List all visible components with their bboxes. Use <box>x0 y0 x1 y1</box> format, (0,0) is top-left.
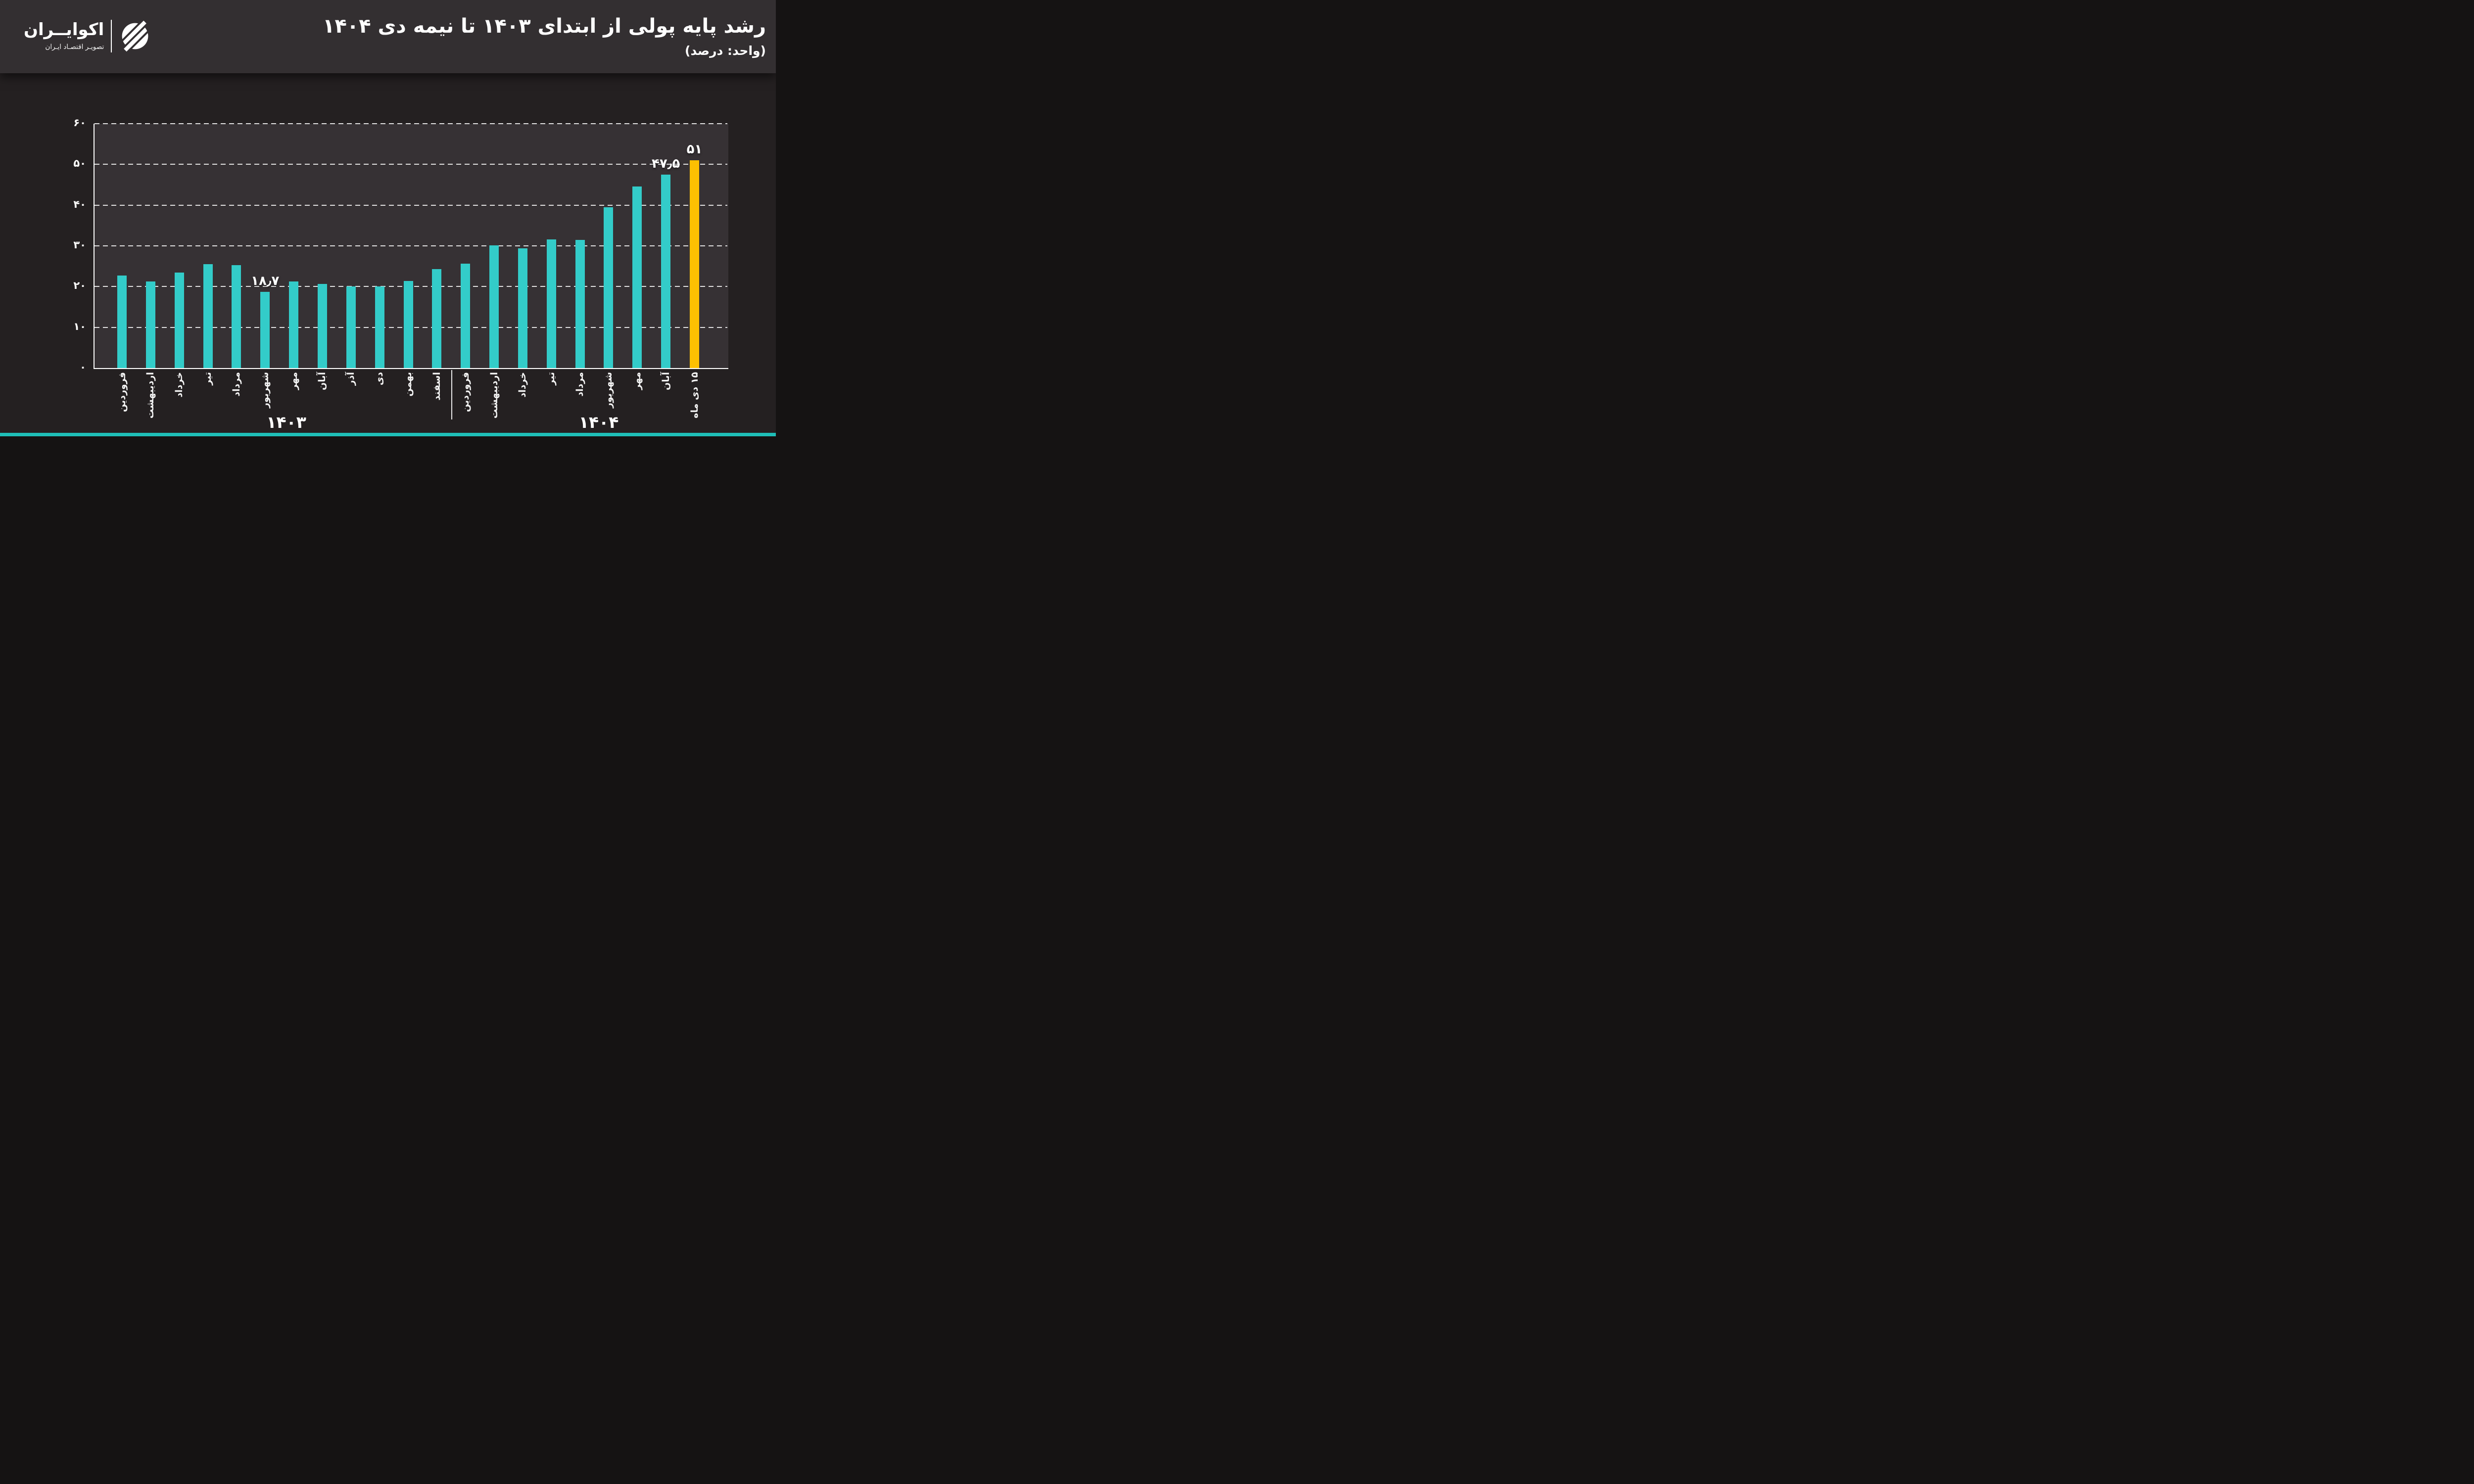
chart-title: رشد پایه پولی از ابتدای ۱۴۰۳ تا نیمه دی … <box>323 15 766 38</box>
x-tick-label-12-اسفند: اسفند <box>431 372 442 401</box>
bar-6-شهریور <box>260 292 270 368</box>
x-tick-label-13-فروردین: فروردین <box>460 372 471 412</box>
bar-4-تیر <box>203 264 213 368</box>
y-tick-label-40: ۴۰ <box>73 198 86 210</box>
chart-unit-subtitle: (واحد: درصد) <box>685 44 766 58</box>
x-tick-label-14-اردیبهشت: اردیبهشت <box>488 372 500 419</box>
bar-value-label-آبان: ۴۷٫۵ <box>651 156 680 171</box>
bar-value-label-۱۵ دی ماه: ۵۱ <box>686 142 703 157</box>
gridline-50 <box>95 164 727 165</box>
bar-9-آذر <box>346 286 356 368</box>
x-tick-label-11-بهمن: بهمن <box>403 372 414 397</box>
y-tick-label-60: ۶۰ <box>73 117 86 129</box>
logo-text-block: اکوایــران تصویـر اقتصـاد ایـران <box>24 20 104 51</box>
bar-2-اردیبهشت <box>145 281 155 368</box>
y-tick-label-10: ۱۰ <box>73 320 86 332</box>
logo-tagline: تصویـر اقتصـاد ایـران <box>45 43 104 51</box>
logo-brand-name: اکوایــران <box>24 20 104 40</box>
x-tick-label-2-اردیبهشت: اردیبهشت <box>145 372 156 419</box>
bar-18-شهریور <box>604 207 614 368</box>
bar-21-۱۵ دی ماه <box>690 160 699 368</box>
gridline-60 <box>95 123 727 124</box>
x-tick-label-20-آبان: آبان <box>660 372 671 390</box>
bar-11-بهمن <box>403 280 413 368</box>
y-tick-label-0: ۰ <box>80 361 86 373</box>
year-divider-line <box>451 370 452 419</box>
title-block: رشد پایه پولی از ابتدای ۱۴۰۳ تا نیمه دی … <box>323 15 766 58</box>
bar-17-مرداد <box>575 240 585 368</box>
year-label-1404: ۱۴۰۴ <box>578 413 619 432</box>
bar-19-مهر <box>632 186 642 368</box>
bar-15-خرداد <box>518 248 527 368</box>
bar-10-دی <box>375 286 384 368</box>
x-tick-label-21-۱۵ دی ماه: ۱۵ دی ماه <box>689 372 700 418</box>
bar-16-تیر <box>546 239 556 368</box>
bar-8-آبان <box>317 284 327 368</box>
bar-13-فروردین <box>461 264 471 368</box>
gridline-30 <box>95 245 727 246</box>
x-tick-label-15-خرداد: خرداد <box>517 372 528 398</box>
gridline-40 <box>95 204 727 206</box>
bar-1-فروردین <box>117 276 127 368</box>
ecoiran-emblem-icon <box>119 20 152 52</box>
bar-12-اسفند <box>432 269 442 368</box>
bar-5-مرداد <box>232 265 241 368</box>
bar-7-مهر <box>289 281 299 368</box>
y-tick-label-50: ۵۰ <box>73 157 86 170</box>
bottom-accent-strip <box>0 433 776 436</box>
x-tick-label-4-تیر: تیر <box>202 372 214 385</box>
x-tick-label-9-آذر: آذر <box>345 372 357 386</box>
bar-14-اردیبهشت <box>489 245 499 368</box>
bar-3-خرداد <box>174 273 184 368</box>
x-tick-label-1-فروردین: فروردین <box>116 372 128 412</box>
year-label-1403: ۱۴۰۳ <box>266 413 306 432</box>
infographic-canvas: رشد پایه پولی از ابتدای ۱۴۰۳ تا نیمه دی … <box>0 0 776 436</box>
x-tick-label-10-دی: دی <box>374 372 385 386</box>
logo-separator-line <box>111 20 112 52</box>
ecoiran-logo: اکوایــران تصویـر اقتصـاد ایـران <box>24 20 152 52</box>
header-band: رشد پایه پولی از ابتدای ۱۴۰۳ تا نیمه دی … <box>0 0 776 73</box>
x-tick-label-3-خرداد: خرداد <box>174 372 185 398</box>
y-tick-label-30: ۳۰ <box>73 239 86 251</box>
bar-20-آبان <box>661 174 671 368</box>
y-tick-label-20: ۲۰ <box>73 279 86 292</box>
bar-value-label-شهریور: ۱۸٫۷ <box>251 274 280 289</box>
